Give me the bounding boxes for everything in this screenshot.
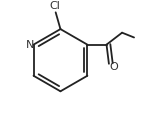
Text: O: O	[109, 62, 118, 72]
Text: Cl: Cl	[49, 1, 60, 11]
Text: N: N	[26, 40, 34, 50]
